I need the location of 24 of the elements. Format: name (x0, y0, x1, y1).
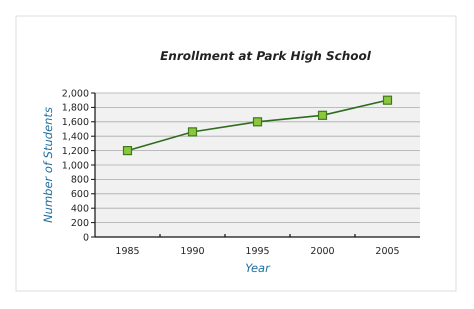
y-tick-label: 1,600 (62, 117, 89, 128)
y-tick-label: 0 (82, 232, 89, 244)
y-tick-label: 1,800 (62, 102, 89, 114)
x-tick-label: 2005 (375, 246, 400, 257)
y-tick-label: 600 (70, 189, 89, 200)
y-tick-label: 400 (70, 204, 89, 215)
x-tick-label: 2000 (310, 246, 335, 257)
y-tick-label: 1,200 (62, 146, 89, 157)
x-axis-title: Year (245, 261, 272, 275)
y-tick-label: 2,000 (62, 88, 89, 100)
y-tick-label: 200 (70, 218, 89, 229)
point (252, 117, 262, 126)
y-axis-title: Number of Students (41, 107, 55, 223)
x-tick-label: 1990 (180, 246, 205, 257)
y-tick-label: 1,400 (62, 132, 89, 143)
x-tick-label: 1995 (245, 246, 270, 257)
y-tick-label: 1,000 (62, 160, 89, 172)
y-tick-label: 800 (70, 174, 89, 186)
x-tick-label: 1985 (115, 246, 140, 257)
point (382, 96, 392, 105)
point (188, 127, 198, 136)
point (122, 146, 132, 156)
point (318, 110, 328, 120)
chart-title: Enrollment at Park High School (160, 49, 372, 63)
